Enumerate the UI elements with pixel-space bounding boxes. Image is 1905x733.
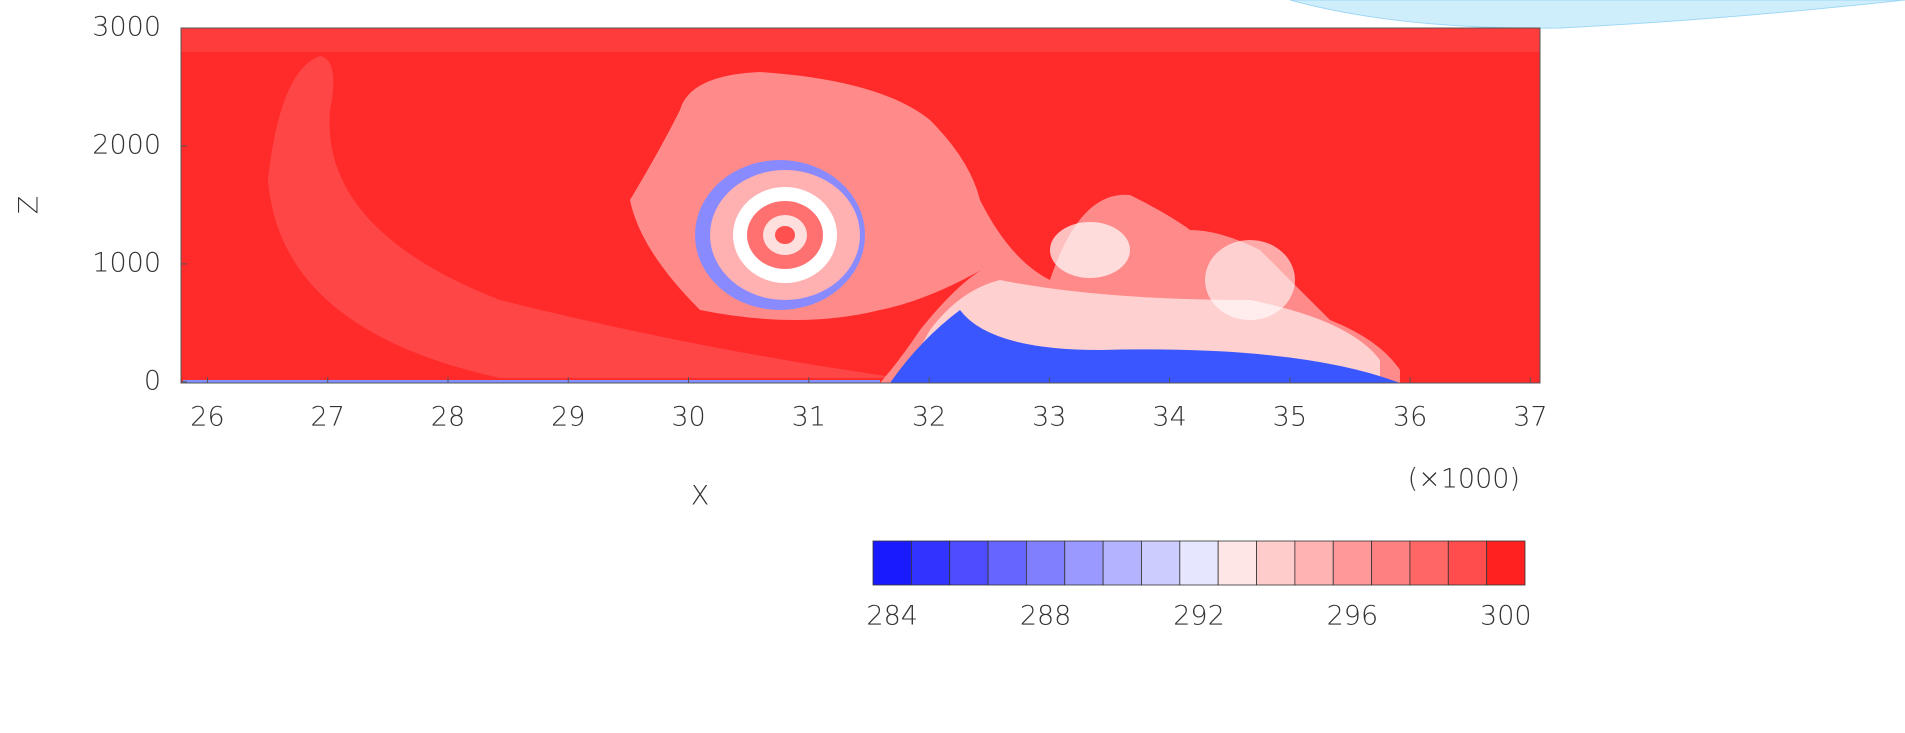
colorbar-swatch xyxy=(1026,541,1064,585)
x-tick-label: 28 xyxy=(431,402,465,433)
x-tick-label: 30 xyxy=(671,402,705,433)
colorbar-tick-label: 284 xyxy=(866,601,918,632)
y-tick-label: 2000 xyxy=(92,129,161,160)
colorbar-tick-label: 292 xyxy=(1173,601,1225,632)
colorbar-swatch xyxy=(1065,541,1103,585)
colorbar-swatch xyxy=(1372,541,1410,585)
colorbar-tick-label: 296 xyxy=(1327,601,1379,632)
colorbar-swatch xyxy=(1333,541,1371,585)
colorbar-swatch xyxy=(1448,541,1486,585)
x-tick-label: 31 xyxy=(792,402,826,433)
colorbar-swatch xyxy=(1487,541,1525,585)
colorbar-swatch xyxy=(950,541,988,585)
x-axis-label: X xyxy=(691,481,710,512)
colorbar-swatch xyxy=(911,541,949,585)
colorbar-swatch xyxy=(1295,541,1333,585)
colorbar-swatch xyxy=(1410,541,1448,585)
x-multiplier: (×1000) xyxy=(1408,464,1520,495)
field xyxy=(181,28,1540,383)
y-tick-label: 1000 xyxy=(92,247,161,278)
colorbar-tick-label: 288 xyxy=(1020,601,1072,632)
x-tick-label: 37 xyxy=(1513,402,1547,433)
colorbar-swatch xyxy=(1141,541,1179,585)
y-axis-label: Z xyxy=(14,196,45,215)
colorbar-swatch xyxy=(988,541,1026,585)
chart: (×1000) X Z 26 27 28 29 30 31 32 33 34 35 36 37 0 100… xyxy=(0,0,1905,733)
x-tick-label: 27 xyxy=(311,402,345,433)
y-tick-label: 0 xyxy=(144,365,161,396)
colorbar-swatch xyxy=(1257,541,1295,585)
x-tick-label: 35 xyxy=(1273,402,1307,433)
colorbar-swatch xyxy=(1103,541,1141,585)
x-tick-label: 32 xyxy=(912,402,946,433)
colorbar-swatch xyxy=(1218,541,1256,585)
colorbar-swatch xyxy=(873,541,911,585)
x-tick-label: 29 xyxy=(551,402,585,433)
colorbar-tick-label: 300 xyxy=(1480,601,1532,632)
x-tick-label: 26 xyxy=(190,402,224,433)
x-tick-label: 34 xyxy=(1152,402,1186,433)
x-tick-label: 36 xyxy=(1393,402,1427,433)
colorbar-swatch xyxy=(1180,541,1218,585)
x-tick-label: 33 xyxy=(1032,402,1066,433)
slide-decoration xyxy=(1290,0,1905,28)
y-tick-label: 3000 xyxy=(92,12,161,43)
